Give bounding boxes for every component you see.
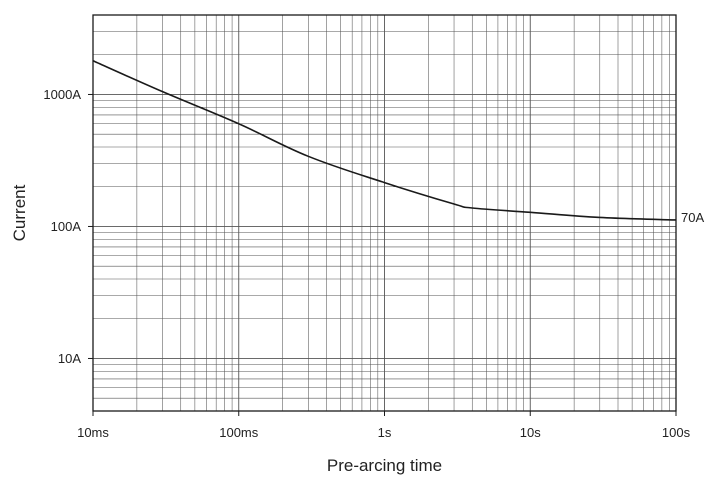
x-tick-label: 10s	[520, 425, 541, 440]
x-tick-label: 100ms	[219, 425, 259, 440]
x-tick-label: 1s	[378, 425, 392, 440]
x-tick-label: 100s	[662, 425, 691, 440]
series-line	[92, 60, 677, 221]
x-tick-label: 10ms	[77, 425, 109, 440]
y-tick-label: 1000A	[43, 87, 81, 102]
y-tick-label: 100A	[51, 219, 82, 234]
y-tick-labels: 10A 100A 1000A	[43, 87, 93, 366]
y-tick-label: 10A	[58, 351, 81, 366]
grid	[93, 15, 676, 411]
x-tick-labels: 10ms 100ms 1s 10s 100s	[77, 411, 691, 440]
y-axis-title: Current	[10, 184, 29, 241]
x-axis-title: Pre-arcing time	[327, 456, 442, 475]
series-label: 70A	[681, 210, 704, 225]
